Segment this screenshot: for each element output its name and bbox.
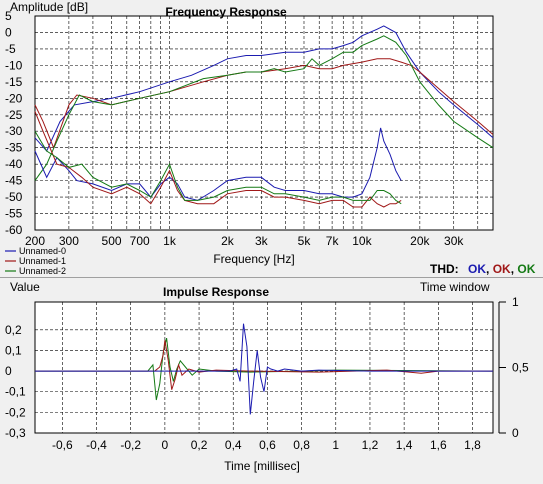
impulse-response-chart: 0,2 0,1 0 -0,1 -0,2 -0,3 -0,6 -0,4 -0,2 0 0,2 0,4 0… xyxy=(5,280,529,473)
frequency-x-tick-label: 500 xyxy=(102,234,122,248)
thd-value-unnamed-1: OK xyxy=(493,262,511,276)
frequency-y-tick-label: -20 xyxy=(5,91,23,105)
frequency-y-tick-label: -55 xyxy=(5,207,23,221)
frequency-x-tick-label: 10k xyxy=(352,234,372,248)
impulse-y-tick-label: -0,1 xyxy=(5,385,26,399)
legend: Unnamed-0 Unnamed-1 Unnamed-2 xyxy=(5,246,66,276)
frequency-x-tick-label: 300 xyxy=(59,234,79,248)
impulse-y-tick-label: -0,3 xyxy=(5,426,26,440)
impulse-x-tick-label: 1,4 xyxy=(396,438,413,452)
time-window-tick-label: 1 xyxy=(512,295,519,309)
frequency-series xyxy=(34,25,494,208)
frequency-y-tick-label: -45 xyxy=(5,174,23,188)
frequency-x-tick-label: 5k xyxy=(298,234,312,248)
impulse-title: Impulse Response xyxy=(163,285,269,299)
frequency-x-ticks: 200 300 500 700 1k 2k 3k 5k 7k 10k 20k 30k xyxy=(25,234,464,248)
frequency-y-label: Amplitude [dB] xyxy=(10,0,88,14)
time-window-tick-label: 0,5 xyxy=(512,361,529,375)
frequency-series-line xyxy=(34,127,402,201)
impulse-series xyxy=(35,323,494,415)
time-window-ticks: 10,50 xyxy=(499,295,529,440)
thd-separator: , xyxy=(486,262,493,276)
frequency-series-line xyxy=(34,25,494,152)
impulse-x-tick-label: 0,4 xyxy=(225,438,242,452)
frequency-x-tick-label: 7k xyxy=(326,234,340,248)
impulse-series-line xyxy=(35,340,493,390)
frequency-title: Frequency Response xyxy=(165,5,287,19)
frequency-y-tick-label: -5 xyxy=(5,42,16,56)
impulse-x-label: Time [millisec] xyxy=(224,459,300,473)
frequency-y-tick-label: -25 xyxy=(5,108,23,122)
impulse-y-tick-label: 0,1 xyxy=(5,343,22,357)
impulse-x-tick-label: 1,6 xyxy=(430,438,447,452)
frequency-y-tick-label: -15 xyxy=(5,75,23,89)
impulse-x-tick-label: 1 xyxy=(332,438,339,452)
legend-label-unnamed-0: Unnamed-0 xyxy=(19,246,66,256)
impulse-x-tick-label: -0,6 xyxy=(52,438,73,452)
time-window-label: Time window xyxy=(420,280,490,294)
frequency-x-tick-label: 1k xyxy=(163,234,177,248)
frequency-series-line xyxy=(34,35,494,181)
impulse-y-label: Value xyxy=(10,280,40,294)
impulse-y-tick-label: 0 xyxy=(5,364,12,378)
frequency-x-tick-label: 30k xyxy=(444,234,464,248)
impulse-x-tick-label: 0,6 xyxy=(259,438,276,452)
frequency-y-ticks: 5 0 -5 -10 -15 -20 -25 -30 -35 -40 -45 -50 -55 -60 xyxy=(5,9,23,237)
frequency-series-line xyxy=(34,130,402,205)
thd-value-unnamed-0: OK xyxy=(468,262,486,276)
impulse-y-ticks: 0,2 0,1 0 -0,1 -0,2 -0,3 xyxy=(5,323,26,440)
frequency-x-tick-label: 200 xyxy=(25,234,45,248)
thd-separator: , xyxy=(511,262,518,276)
thd-value-unnamed-2: OK xyxy=(517,262,535,276)
frequency-x-tick-label: 20k xyxy=(410,234,430,248)
frequency-y-tick-label: -35 xyxy=(5,141,23,155)
frequency-y-tick-label: -40 xyxy=(5,157,23,171)
frequency-y-tick-label: 5 xyxy=(5,9,12,23)
impulse-y-tick-label: 0,2 xyxy=(5,323,22,337)
time-window-tick-label: 0 xyxy=(512,426,519,440)
impulse-x-tick-label: 0,8 xyxy=(293,438,310,452)
frequency-response-chart: 5 0 -5 -10 -15 -20 -25 -30 -35 -40 -45 -50 -55 -60 20… xyxy=(5,0,536,276)
impulse-x-tick-label: 0 xyxy=(162,438,169,452)
frequency-y-tick-label: -60 xyxy=(5,223,23,237)
frequency-x-label: Frequency [Hz] xyxy=(213,252,294,266)
frequency-plot-area[interactable] xyxy=(34,15,494,231)
frequency-x-tick-label: 700 xyxy=(130,234,150,248)
thd-status: THD: OK, OK, OK xyxy=(430,262,536,276)
impulse-x-tick-label: -0,4 xyxy=(86,438,107,452)
thd-label: THD: xyxy=(430,262,459,276)
impulse-x-tick-label: -0,2 xyxy=(120,438,141,452)
impulse-series-line xyxy=(35,337,494,401)
impulse-series-line xyxy=(35,323,493,415)
frequency-x-tick-label: 3k xyxy=(255,234,269,248)
impulse-x-ticks: -0,6 -0,4 -0,2 0 0,2 0,4 0,6 0,8 1 1,2 1,4 1,6 1,8 xyxy=(52,438,481,452)
impulse-x-tick-label: 0,2 xyxy=(191,438,208,452)
impulse-plot-area[interactable] xyxy=(34,301,494,434)
impulse-x-tick-label: 1,2 xyxy=(362,438,379,452)
legend-label-unnamed-2: Unnamed-2 xyxy=(19,266,66,276)
frequency-x-tick-label: 2k xyxy=(221,234,235,248)
impulse-y-tick-label: -0,2 xyxy=(5,405,26,419)
frequency-y-tick-label: -10 xyxy=(5,58,23,72)
frequency-y-tick-label: -50 xyxy=(5,190,23,204)
legend-label-unnamed-1: Unnamed-1 xyxy=(19,256,66,266)
impulse-x-tick-label: 1,8 xyxy=(464,438,481,452)
frequency-series-line xyxy=(34,58,494,150)
frequency-y-tick-label: -30 xyxy=(5,124,23,138)
frequency-y-tick-label: 0 xyxy=(5,25,12,39)
